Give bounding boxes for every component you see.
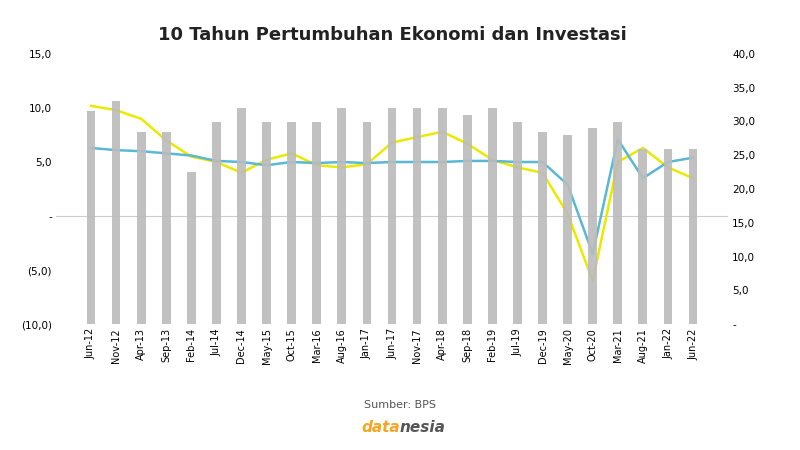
Bar xyxy=(287,122,296,324)
Bar xyxy=(262,122,271,324)
Bar xyxy=(338,108,346,324)
Bar xyxy=(689,148,698,324)
Bar xyxy=(237,108,246,324)
Text: data: data xyxy=(362,420,400,435)
Bar xyxy=(312,122,321,324)
Text: Sumber: BPS: Sumber: BPS xyxy=(364,400,436,410)
Bar xyxy=(488,108,497,324)
Bar xyxy=(187,172,196,324)
Bar xyxy=(438,108,446,324)
Bar xyxy=(663,148,672,324)
Bar xyxy=(463,115,472,324)
Bar xyxy=(538,131,547,324)
Bar xyxy=(362,122,371,324)
Bar xyxy=(86,112,95,324)
Bar xyxy=(563,135,572,324)
Title: 10 Tahun Pertumbuhan Ekonomi dan Investasi: 10 Tahun Pertumbuhan Ekonomi dan Investa… xyxy=(158,26,626,44)
Bar xyxy=(614,122,622,324)
Bar xyxy=(638,148,647,324)
Bar xyxy=(212,122,221,324)
Text: nesia: nesia xyxy=(400,420,446,435)
Bar xyxy=(413,108,422,324)
Bar xyxy=(137,131,146,324)
Bar xyxy=(388,108,396,324)
Bar xyxy=(112,101,121,324)
Bar xyxy=(513,122,522,324)
Bar xyxy=(588,128,597,324)
Bar xyxy=(162,131,170,324)
